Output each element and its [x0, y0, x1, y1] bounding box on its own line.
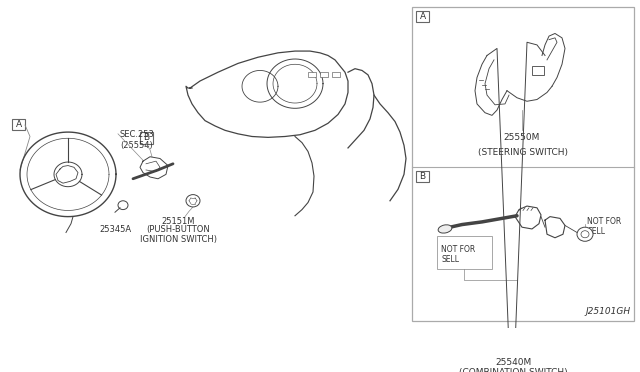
Bar [412, 7, 634, 321]
Text: (COMBINATION SWITCH): (COMBINATION SWITCH) [459, 368, 567, 372]
Bar [416, 10, 429, 22]
Circle shape [186, 195, 200, 207]
Bar [416, 171, 429, 182]
Bar [332, 72, 340, 77]
Text: NOT FOR
SELL: NOT FOR SELL [441, 245, 476, 264]
Text: NOT FOR
SELL: NOT FOR SELL [587, 217, 621, 236]
Text: B: B [419, 172, 426, 181]
Text: (PUSH-BUTTON
IGNITION SWITCH): (PUSH-BUTTON IGNITION SWITCH) [140, 225, 216, 244]
Text: J25101GH: J25101GH [586, 307, 631, 316]
Bar [308, 72, 316, 77]
Bar [12, 119, 25, 130]
Ellipse shape [438, 225, 452, 233]
Text: 25550M: 25550M [504, 133, 540, 142]
Text: 25540M: 25540M [495, 357, 531, 366]
Text: (STEERING SWITCH): (STEERING SWITCH) [478, 148, 568, 157]
Text: SEC.253
(25554): SEC.253 (25554) [120, 130, 155, 150]
Bar [140, 132, 153, 144]
Text: A: A [419, 12, 426, 21]
Text: B: B [143, 133, 150, 142]
Circle shape [581, 231, 589, 238]
Circle shape [118, 201, 128, 209]
Text: 25151M: 25151M [161, 217, 195, 226]
Bar [320, 72, 328, 77]
Circle shape [577, 227, 593, 241]
Text: 25345A: 25345A [99, 225, 131, 234]
Bar [437, 236, 492, 269]
Bar [532, 66, 544, 75]
Text: A: A [15, 120, 22, 129]
